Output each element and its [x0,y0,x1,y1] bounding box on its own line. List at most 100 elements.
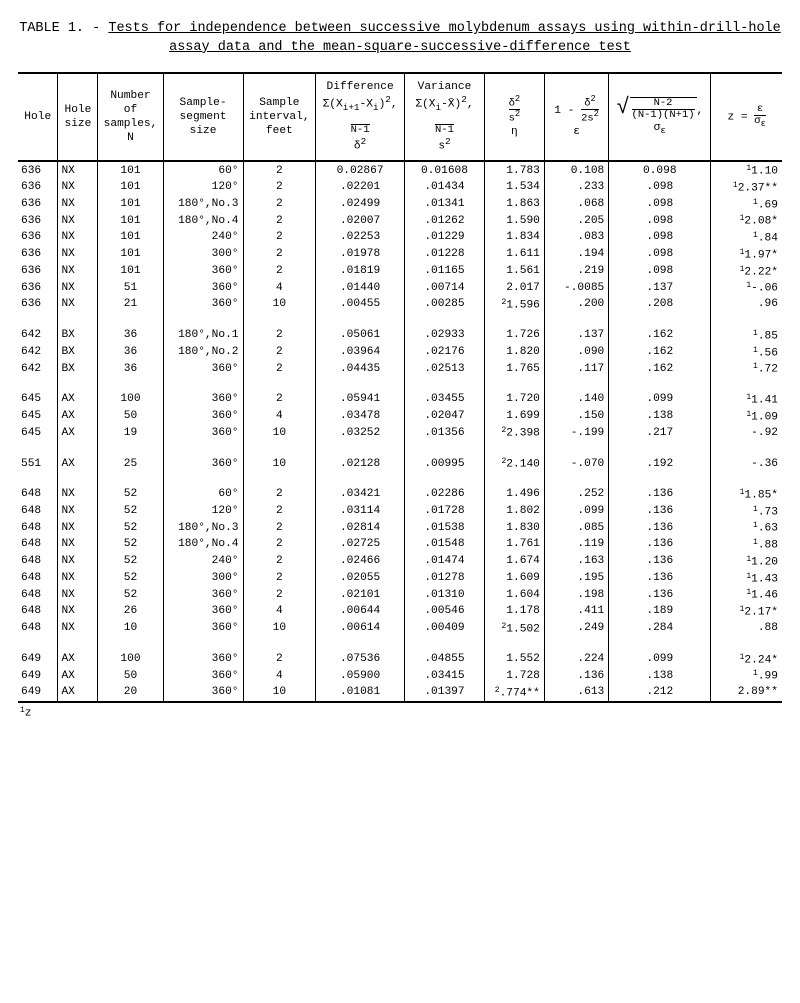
cell-eps: .249 [544,620,608,637]
cell-eps: .613 [544,684,608,702]
cell-int: 2 [243,391,316,408]
cell-hole: 648 [18,553,58,570]
cell-seg: 360° [163,296,243,313]
cell-diff: .02725 [316,536,405,553]
cell-n: 101 [98,212,163,229]
cell-seg: 360° [163,620,243,637]
cell-var: .01341 [405,196,485,213]
cell-z: 1.84 [711,229,782,246]
cell-size: NX [58,212,98,229]
table-row: 636NX101360°2.01819.011651.561.219.09812… [18,263,782,280]
cell-sig: .098 [609,212,711,229]
cell-diff: .04435 [316,360,405,377]
cell-var: .03455 [405,391,485,408]
cell-int: 2 [243,196,316,213]
table-row: 648NX5260°2.03421.022861.496.252.13611.8… [18,486,782,503]
table-row: 551AX25360°10.02128.0099522.140-.070.192… [18,455,782,472]
cell-hole: 648 [18,503,58,520]
cell-n: 101 [98,263,163,280]
cell-diff: .01440 [316,279,405,296]
cell-var: .02286 [405,486,485,503]
data-table: HoleHolesizeNumberofsamples,NSample-segm… [18,72,782,721]
cell-eps: .136 [544,667,608,684]
cell-diff: .02253 [316,229,405,246]
cell-seg: 300° [163,246,243,263]
cell-seg: 360° [163,279,243,296]
cell-int: 10 [243,296,316,313]
cell-eps: .117 [544,360,608,377]
col-header-hole: Hole [18,73,58,161]
cell-size: AX [58,684,98,702]
cell-z: -.36 [711,455,782,472]
cell-var: .01538 [405,519,485,536]
cell-z: 2.89** [711,684,782,702]
cell-var: .00285 [405,296,485,313]
cell-eta: 1.726 [484,327,544,344]
cell-diff: .02466 [316,553,405,570]
cell-eta: 22.140 [484,455,544,472]
cell-eps: .163 [544,553,608,570]
cell-eta: 1.561 [484,263,544,280]
table-caption: TABLE 1. - Tests for independence betwee… [18,20,782,58]
cell-diff: 0.02867 [316,161,405,179]
cell-eta: 2.774** [484,684,544,702]
cell-eps: -.070 [544,455,608,472]
cell-sig: .098 [609,229,711,246]
cell-z: 1.56 [711,344,782,361]
cell-seg: 240° [163,229,243,246]
cell-n: 25 [98,455,163,472]
cell-var: .00995 [405,455,485,472]
caption-line-2: assay data and the mean-square-successiv… [169,40,631,55]
cell-diff: .02101 [316,586,405,603]
cell-diff: .01978 [316,246,405,263]
cell-size: NX [58,296,98,313]
cell-n: 10 [98,620,163,637]
cell-sig: .212 [609,684,711,702]
cell-z: 1.72 [711,360,782,377]
cell-int: 2 [243,246,316,263]
cell-sig: .099 [609,391,711,408]
cell-int: 10 [243,424,316,441]
table-row: 648NX52240°2.02466.014741.674.163.13611.… [18,553,782,570]
cell-int: 4 [243,408,316,425]
table-row: 636NX101180°,No.32.02499.013411.863.068.… [18,196,782,213]
col-header-z: z = εσε [711,73,782,161]
cell-eps: .085 [544,519,608,536]
cell-n: 52 [98,519,163,536]
cell-sig: .136 [609,570,711,587]
cell-diff: .02499 [316,196,405,213]
cell-hole: 636 [18,161,58,179]
col-header-diff: DifferenceΣ(Xi+1-Xi)2, N-1δ2 [316,73,405,161]
cell-hole: 636 [18,229,58,246]
table-row: 636NX101300°2.01978.012281.611.194.09811… [18,246,782,263]
cell-seg: 240° [163,553,243,570]
cell-sig: .136 [609,503,711,520]
cell-seg: 180°,No.3 [163,519,243,536]
footnote: 1z [18,702,782,721]
cell-int: 2 [243,486,316,503]
cell-hole: 648 [18,586,58,603]
cell-var: .01434 [405,179,485,196]
cell-var: .01397 [405,684,485,702]
cell-n: 101 [98,229,163,246]
cell-diff: .01819 [316,263,405,280]
cell-int: 2 [243,651,316,668]
col-header-int: Sampleinterval,feet [243,73,316,161]
cell-z: 1.99 [711,667,782,684]
cell-eps: .411 [544,603,608,620]
cell-size: NX [58,553,98,570]
cell-seg: 360° [163,455,243,472]
cell-diff: .00614 [316,620,405,637]
col-header-sig: √N-2(N-1)(N+1),σε [609,73,711,161]
cell-hole: 648 [18,536,58,553]
cell-sig: .208 [609,296,711,313]
cell-z: 12.24* [711,651,782,668]
cell-z: 11.09 [711,408,782,425]
cell-hole: 636 [18,263,58,280]
cell-n: 20 [98,684,163,702]
cell-hole: 645 [18,408,58,425]
cell-n: 52 [98,570,163,587]
cell-var: .04855 [405,651,485,668]
cell-diff: .02201 [316,179,405,196]
table-row: 636NX101240°2.02253.012291.834.083.0981.… [18,229,782,246]
